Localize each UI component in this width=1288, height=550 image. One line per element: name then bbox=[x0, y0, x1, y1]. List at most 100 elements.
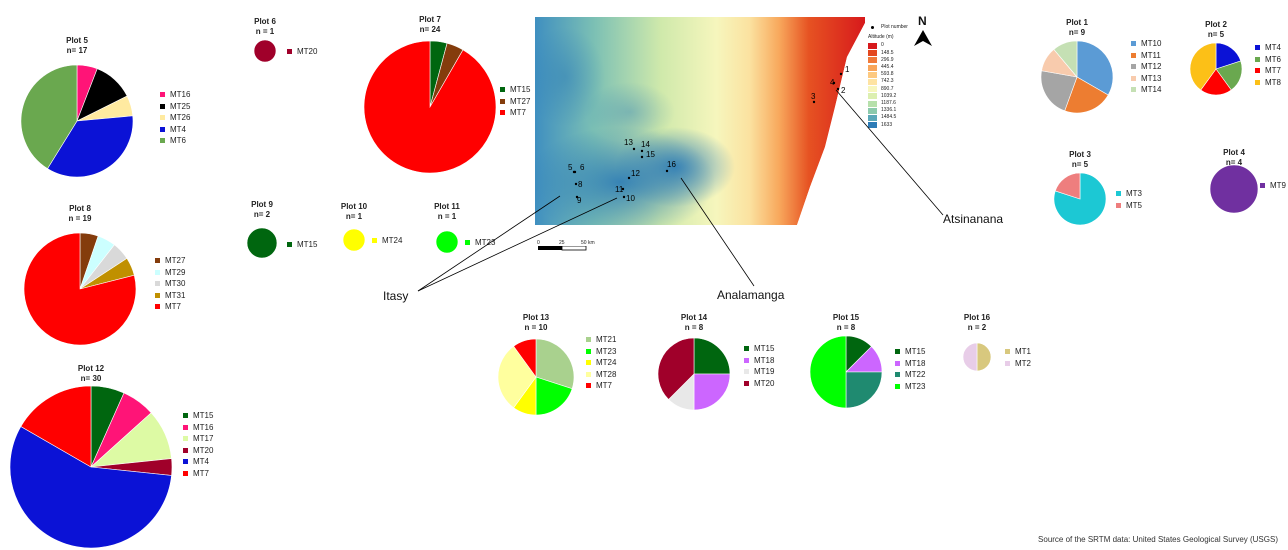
plot-name: Plot 5 bbox=[66, 36, 88, 45]
legend-label: MT31 bbox=[165, 290, 186, 300]
pie-legend: MT23 bbox=[465, 237, 495, 249]
altitude-swatch bbox=[868, 115, 877, 122]
plot-sample-size: n = 1 bbox=[437, 212, 457, 221]
plot-sample-size: n= 30 bbox=[80, 374, 102, 383]
pie-legend: MT24 bbox=[372, 235, 402, 247]
legend-item: MT27 bbox=[155, 255, 185, 267]
legend-swatch bbox=[287, 242, 292, 248]
legend-label: MT17 bbox=[193, 434, 214, 443]
pie-slice-mt3 bbox=[1053, 172, 1107, 226]
legend-swatch bbox=[500, 98, 505, 104]
legend-label: MT7 bbox=[193, 468, 209, 478]
legend-item: MT10 bbox=[1131, 38, 1161, 50]
legend-item: MT7 bbox=[586, 380, 616, 392]
plot-sample-size: n= 1 bbox=[345, 212, 363, 221]
legend-label: MT24 bbox=[382, 236, 403, 245]
legend-label: MT23 bbox=[475, 238, 496, 247]
legend-item: MT17 bbox=[183, 433, 213, 445]
plot-point bbox=[640, 149, 644, 153]
plot-sample-size: n= 4 bbox=[1225, 158, 1243, 167]
legend-swatch bbox=[1260, 183, 1265, 189]
legend-swatch bbox=[744, 346, 749, 352]
altitude-swatch bbox=[868, 100, 877, 107]
legend-label: MT15 bbox=[297, 240, 318, 249]
legend-item: MT29 bbox=[155, 267, 185, 279]
legend-label: MT3 bbox=[1126, 189, 1142, 198]
scale-label-50: 50 km bbox=[581, 240, 595, 246]
plot-title: Plot 7 n= 24 bbox=[390, 15, 470, 35]
plot-title: Plot 2 n= 5 bbox=[1176, 20, 1256, 40]
legend-item: MT23 bbox=[586, 346, 616, 358]
legend-label: MT21 bbox=[596, 335, 617, 344]
legend-item: MT5 bbox=[1116, 200, 1142, 212]
plot-point-label: 5 bbox=[568, 163, 573, 172]
legend-swatch bbox=[1131, 41, 1136, 47]
legend-item: MT4 bbox=[160, 124, 190, 136]
plot-name: Plot 8 bbox=[69, 204, 91, 213]
plot-point-label: 8 bbox=[578, 180, 583, 189]
pie-slice-mt6 bbox=[20, 64, 78, 170]
plot-name: Plot 3 bbox=[1069, 150, 1091, 159]
plot-point bbox=[621, 187, 625, 191]
pie-slice-mt7 bbox=[20, 385, 92, 468]
altitude-legend-row: 1484.5 bbox=[868, 114, 908, 122]
legend-label: MT13 bbox=[1141, 73, 1162, 83]
plot-title: Plot 4 n= 4 bbox=[1194, 148, 1274, 168]
plot-sample-size: n = 8 bbox=[684, 323, 704, 332]
legend-item: MT16 bbox=[160, 89, 190, 101]
legend-swatch bbox=[287, 49, 292, 55]
legend-label: MT30 bbox=[165, 279, 186, 288]
plot-point-label: 1 bbox=[845, 65, 850, 74]
legend-item: MT18 bbox=[744, 355, 774, 367]
legend-item: MT24 bbox=[372, 235, 402, 247]
legend-swatch bbox=[500, 87, 505, 93]
pie-slice-mt12 bbox=[1040, 70, 1078, 112]
pie-legend: MT16 MT25 MT26 MT4 MT6 bbox=[160, 89, 190, 147]
altitude-swatch bbox=[868, 50, 877, 57]
legend-item: MT7 bbox=[183, 468, 213, 480]
legend-label: MT4 bbox=[170, 124, 186, 134]
plot-name: Plot 1 bbox=[1066, 18, 1088, 27]
altitude-swatch bbox=[868, 86, 877, 93]
legend-swatch bbox=[155, 281, 160, 287]
plot-sample-size: n= 2 bbox=[253, 210, 271, 219]
legend-label: MT12 bbox=[1141, 62, 1162, 71]
altitude-value: 1484.5 bbox=[881, 114, 897, 121]
plot-point-label: 14 bbox=[641, 140, 650, 149]
legend-swatch bbox=[183, 436, 188, 442]
pie-slice-mt1 bbox=[976, 342, 992, 372]
legend-item: MT4 bbox=[183, 456, 213, 468]
scale-label-25: 25 bbox=[559, 240, 565, 246]
north-arrow-icon bbox=[914, 30, 932, 46]
plot-point bbox=[836, 87, 840, 91]
legend-item: MT12 bbox=[1131, 61, 1161, 73]
pie-chart bbox=[9, 385, 173, 549]
legend-swatch bbox=[160, 115, 165, 121]
legend-label: MT23 bbox=[905, 381, 926, 391]
pie-legend: MT20 bbox=[287, 46, 317, 58]
pie-chart bbox=[1189, 42, 1243, 96]
pie-slice-mt24 bbox=[342, 228, 366, 252]
legend-item: MT15 bbox=[500, 84, 530, 96]
plot-sample-size: n = 2 bbox=[967, 323, 987, 332]
legend-swatch bbox=[160, 126, 165, 132]
legend-swatch bbox=[1005, 349, 1010, 355]
legend-swatch bbox=[586, 337, 591, 343]
legend-label: MT27 bbox=[165, 256, 186, 265]
legend-label: MT6 bbox=[1265, 54, 1281, 64]
pie-slice-mt23 bbox=[435, 230, 459, 254]
pie-legend: MT15 MT18 MT19 MT20 bbox=[744, 343, 774, 389]
plot-point-label: 12 bbox=[631, 169, 640, 178]
legend-item: MT11 bbox=[1131, 50, 1161, 62]
altitude-swatch bbox=[868, 107, 877, 114]
plot-point bbox=[573, 170, 577, 174]
plot-name: Plot 16 bbox=[963, 313, 991, 322]
legend-item: MT15 bbox=[287, 239, 317, 251]
pie-chart bbox=[1053, 172, 1107, 226]
legend-swatch bbox=[1131, 75, 1136, 81]
legend-swatch bbox=[744, 380, 749, 386]
pie-slice-mt23 bbox=[809, 335, 847, 409]
plot-point-label: 2 bbox=[841, 86, 846, 95]
